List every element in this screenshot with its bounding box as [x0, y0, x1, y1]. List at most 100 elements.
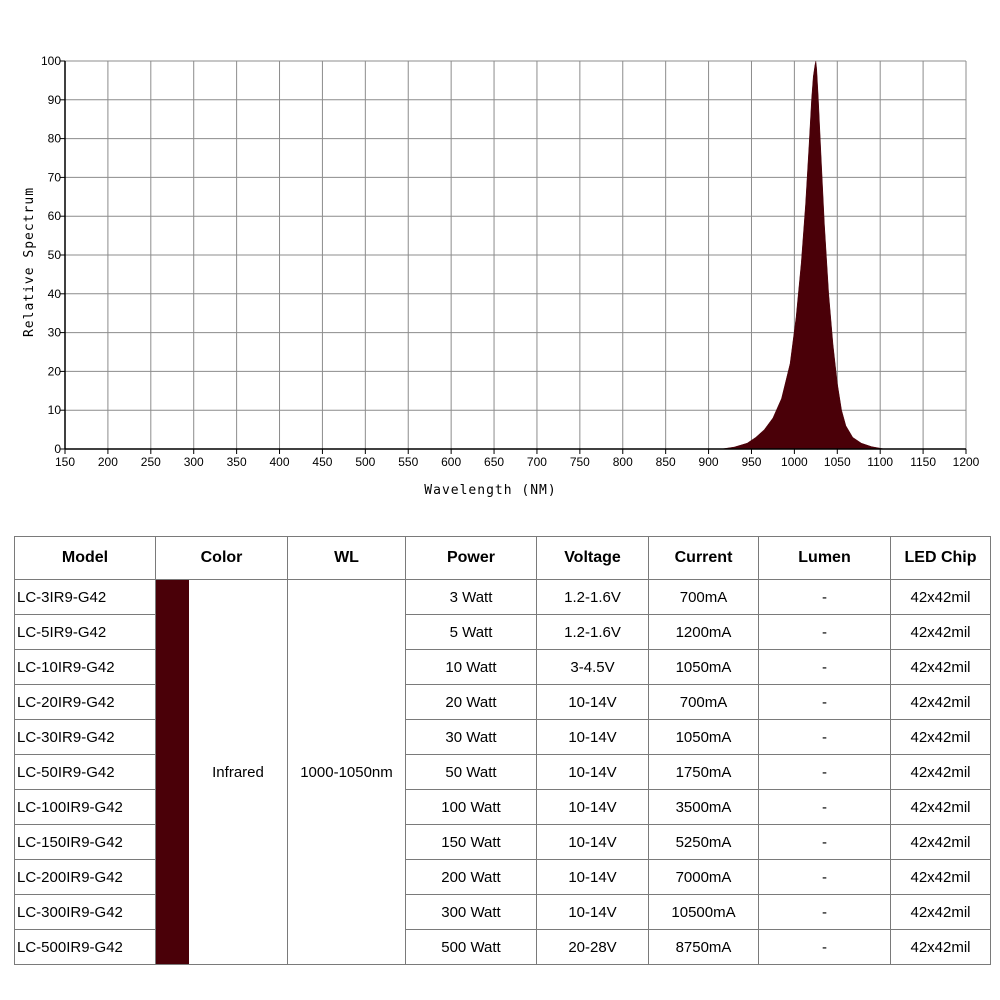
- current-cell: 7000mA: [648, 859, 759, 895]
- lumen-cell: -: [758, 649, 891, 685]
- table-body: LC-3IR9-G42 Infrared 1000-1050nm 3 Watt 1.2-…: [14, 579, 991, 965]
- power-cell: 300 Watt: [405, 894, 537, 930]
- x-tick-label: 350: [227, 455, 247, 469]
- lumen-cell: -: [758, 579, 891, 615]
- header-lumen: Lumen: [758, 536, 891, 580]
- header-voltage: Voltage: [536, 536, 649, 580]
- lumen-cell: -: [758, 929, 891, 965]
- x-tick-label: 1000: [781, 455, 808, 469]
- color-swatch: [156, 580, 189, 964]
- voltage-cell: 3-4.5V: [536, 649, 649, 685]
- power-cell: 10 Watt: [405, 649, 537, 685]
- lumen-cell: -: [758, 789, 891, 825]
- current-cell: 5250mA: [648, 824, 759, 860]
- led-chip-cell: 42x42mil: [890, 719, 991, 755]
- power-cell: 200 Watt: [405, 859, 537, 895]
- lumen-cell: -: [758, 719, 891, 755]
- model-cell: LC-50IR9-G42: [14, 754, 156, 790]
- led-chip-cell: 42x42mil: [890, 579, 991, 615]
- model-cell: LC-10IR9-G42: [14, 649, 156, 685]
- power-cell: 3 Watt: [405, 579, 537, 615]
- voltage-cell: 1.2-1.6V: [536, 579, 649, 615]
- lumen-cell: -: [758, 754, 891, 790]
- power-cell: 100 Watt: [405, 789, 537, 825]
- power-cell: 5 Watt: [405, 614, 537, 650]
- power-cell: 30 Watt: [405, 719, 537, 755]
- table-row: LC-50IR9-G42 50 Watt 10-14V 1750mA -42x42mil: [14, 754, 991, 790]
- lumen-cell: -: [758, 894, 891, 930]
- model-cell: LC-500IR9-G42: [14, 929, 156, 965]
- led-chip-cell: 42x42mil: [890, 859, 991, 895]
- x-tick-label: 850: [656, 455, 676, 469]
- model-cell: LC-300IR9-G42: [14, 894, 156, 930]
- model-cell: LC-30IR9-G42: [14, 719, 156, 755]
- header-power: Power: [405, 536, 537, 580]
- current-cell: 10500mA: [648, 894, 759, 930]
- header-wl: WL: [287, 536, 406, 580]
- x-tick-label: 750: [570, 455, 590, 469]
- y-tick-label: 80: [48, 132, 62, 146]
- table-row: LC-30IR9-G42 30 Watt 10-14V 1050mA -42x42mil: [14, 719, 991, 755]
- x-axis-title: Wavelength (NM): [424, 483, 556, 498]
- header-led-chip: LED Chip: [890, 536, 991, 580]
- led-chip-cell: 42x42mil: [890, 649, 991, 685]
- x-tick-label: 600: [441, 455, 461, 469]
- current-cell: 1200mA: [648, 614, 759, 650]
- voltage-cell: 1.2-1.6V: [536, 614, 649, 650]
- power-cell: 150 Watt: [405, 824, 537, 860]
- y-tick-label: 40: [48, 287, 62, 301]
- y-tick-label: 90: [48, 93, 62, 107]
- wavelength-cell: 1000-1050nm: [287, 579, 406, 965]
- header-model: Model: [14, 536, 156, 580]
- table-row: LC-300IR9-G42 300 Watt 10-14V 10500mA -42x42…: [14, 894, 991, 930]
- voltage-cell: 10-14V: [536, 789, 649, 825]
- lumen-cell: -: [758, 614, 891, 650]
- x-tick-label: 450: [312, 455, 332, 469]
- model-cell: LC-100IR9-G42: [14, 789, 156, 825]
- voltage-cell: 10-14V: [536, 754, 649, 790]
- x-tick-label: 1150: [910, 455, 936, 469]
- header-color: Color: [155, 536, 288, 580]
- color-cell: Infrared: [155, 579, 288, 965]
- model-cell: LC-150IR9-G42: [14, 824, 156, 860]
- x-tick-label: 200: [98, 455, 118, 469]
- led-chip-cell: 42x42mil: [890, 789, 991, 825]
- y-tick-label: 30: [48, 326, 62, 340]
- x-tick-label: 700: [527, 455, 547, 469]
- current-cell: 3500mA: [648, 789, 759, 825]
- table-row: LC-3IR9-G42 Infrared 1000-1050nm 3 Watt 1.2-…: [14, 579, 991, 965]
- current-cell: 700mA: [648, 684, 759, 720]
- y-tick-label: 50: [48, 248, 62, 262]
- x-tick-label: 500: [355, 455, 375, 469]
- voltage-cell: 10-14V: [536, 684, 649, 720]
- spectrum-area: [721, 60, 885, 450]
- spectrum-chart-svg: 150 200 250 300 350 400 450 500 550 600 650 700 750 8…: [22, 54, 980, 498]
- led-chip-cell: 42x42mil: [890, 894, 991, 930]
- x-tick-label: 1200: [953, 455, 980, 469]
- model-cell: LC-5IR9-G42: [14, 614, 156, 650]
- model-cell: LC-3IR9-G42: [14, 579, 156, 615]
- y-tick-label: 100: [41, 54, 61, 68]
- y-axis-title: Relative Spectrum: [22, 187, 37, 337]
- x-tick-label: 900: [699, 455, 719, 469]
- y-tick-label: 70: [48, 170, 62, 184]
- y-tick-label: 60: [48, 209, 62, 223]
- x-tick-label: 1100: [867, 455, 893, 469]
- voltage-cell: 10-14V: [536, 719, 649, 755]
- y-tick-label: 20: [48, 364, 62, 378]
- spectrum-chart: 150 200 250 300 350 400 450 500 550 600 650 700 750 8…: [22, 54, 980, 498]
- color-label: Infrared: [212, 763, 264, 781]
- table-row: LC-500IR9-G42 500 Watt 20-28V 8750mA -42x42m…: [14, 929, 991, 965]
- led-chip-cell: 42x42mil: [890, 614, 991, 650]
- current-cell: 8750mA: [648, 929, 759, 965]
- current-cell: 1050mA: [648, 719, 759, 755]
- x-tick-label: 950: [741, 455, 761, 469]
- voltage-cell: 10-14V: [536, 824, 649, 860]
- table-row: LC-10IR9-G42 10 Watt 3-4.5V 1050mA -42x42mil: [14, 649, 991, 685]
- lumen-cell: -: [758, 859, 891, 895]
- current-cell: 1050mA: [648, 649, 759, 685]
- x-tick-label: 650: [484, 455, 504, 469]
- led-chip-cell: 42x42mil: [890, 684, 991, 720]
- power-cell: 500 Watt: [405, 929, 537, 965]
- table-row: LC-100IR9-G42 100 Watt 10-14V 3500mA -42x42m…: [14, 789, 991, 825]
